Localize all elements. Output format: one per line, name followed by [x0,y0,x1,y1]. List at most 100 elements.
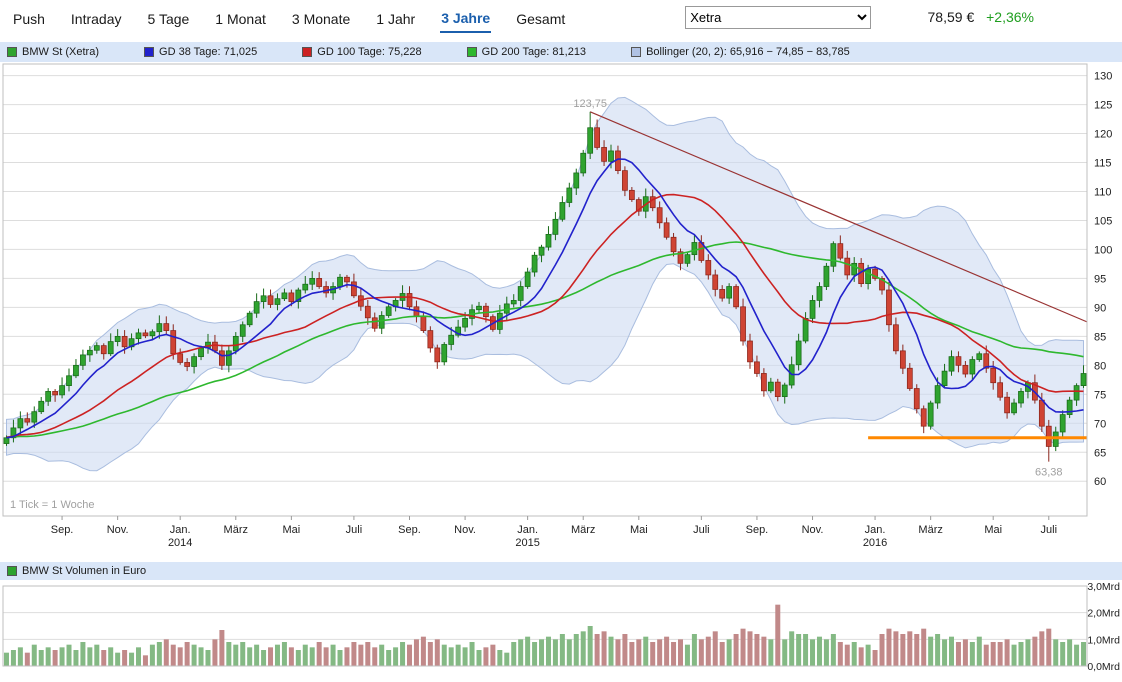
x-axis-label: Sep. [51,524,74,536]
volume-bar [664,636,670,666]
tab-3-monate[interactable]: 3 Monate [291,10,351,27]
tab-push[interactable]: Push [13,10,45,27]
candle [1038,399,1045,427]
candle [1080,373,1087,386]
volume-bar [803,634,809,666]
candle [31,411,38,423]
candle [142,332,149,337]
candle [198,347,204,358]
exchange-select[interactable]: Xetra [685,5,872,29]
tab-5-tage[interactable]: 5 Tage [147,10,190,27]
candle [344,276,350,283]
candle [191,356,197,367]
candle [434,347,441,363]
volume-bar [1032,636,1038,666]
volume-bar [1004,639,1010,666]
volume-bar [420,636,426,666]
volume-bar [532,642,538,666]
volume-bar [573,634,579,666]
price-chart[interactable]: 60 65 70 75 80 85 90 95 100 105 110 115 120 125 130 123… [0,62,1122,554]
tab-1-jahr[interactable]: 1 Jahr [376,10,416,27]
candle [524,271,531,287]
volume-bar [323,647,329,666]
candle [754,361,760,374]
volume-bar [900,634,906,666]
x-axis-year-label: 2015 [515,537,539,549]
volume-bar [615,639,621,666]
y-axis-label: 115 [1094,158,1112,170]
volume-bar [712,631,718,666]
candle [163,323,170,331]
candle [774,381,781,398]
candle [114,335,121,342]
tab-1-monat[interactable]: 1 Monat [215,10,266,27]
candle [420,316,427,331]
volume-bar [990,642,996,666]
volume-swatch-icon [7,566,17,576]
volume-bar [1067,639,1073,666]
candle [920,408,927,427]
volume-bar [705,636,711,666]
volume-bar [247,647,253,666]
y-axis-label: 105 [1094,215,1112,227]
candle [552,218,559,235]
candle [184,362,191,367]
candle [1073,385,1080,401]
volume-bar [330,644,336,666]
candle [719,289,726,299]
volume-bar [997,642,1003,666]
tab-3-jahre[interactable]: 3 Jahre [440,2,492,33]
volume-bar [1046,628,1052,666]
candle [656,207,663,224]
volume-bar [45,647,51,666]
gd100-swatch-icon [302,47,313,57]
volume-bar [177,647,183,666]
y-axis-label: 80 [1094,360,1106,372]
trendline [589,111,1088,323]
peak-annotation: 123,75 [573,98,607,110]
candle [677,251,684,264]
candle [1059,414,1066,433]
volume-axis-label: 2,0Mrd [1087,608,1120,620]
candle [441,344,448,363]
x-axis-label: Mai [630,524,648,536]
volume-bar [539,639,545,666]
volume-bar [976,636,982,666]
candle [1004,396,1010,414]
candle [795,340,802,366]
volume-bar [358,644,364,666]
volume-bar [1074,644,1080,666]
legend-item-gd200: GD 200 Tage: 81,213 [466,46,586,58]
volume-bar [94,644,100,666]
volume-bar [726,639,732,666]
volume-bar [657,639,663,666]
volume-bar [907,631,913,666]
volume-bar [747,631,753,666]
volume-bar [629,642,635,666]
candle [767,381,774,392]
volume-bar [810,639,816,666]
volume-bar [441,644,447,666]
candle [149,331,156,337]
instrument-swatch-icon [7,47,17,57]
tab-gesamt[interactable]: Gesamt [516,10,566,27]
volume-bar [942,639,948,666]
x-axis-label: Nov. [802,524,824,536]
volume-bar [427,642,433,666]
volume-bar [483,647,489,666]
candle [3,437,10,444]
volume-bar [351,642,357,666]
candle [260,295,267,302]
candle [726,286,733,299]
candle [10,427,17,439]
volume-bar [184,642,190,666]
volume-bar [281,642,287,666]
tab-intraday[interactable]: Intraday [70,10,122,27]
volume-bar [38,650,44,666]
candle [601,147,607,162]
x-axis-label: Juli [346,524,363,536]
candle [948,356,955,372]
candle [538,246,545,256]
volume-bar [462,647,468,666]
legend-item-label: GD 100 Tage: 75,228 [317,46,422,58]
